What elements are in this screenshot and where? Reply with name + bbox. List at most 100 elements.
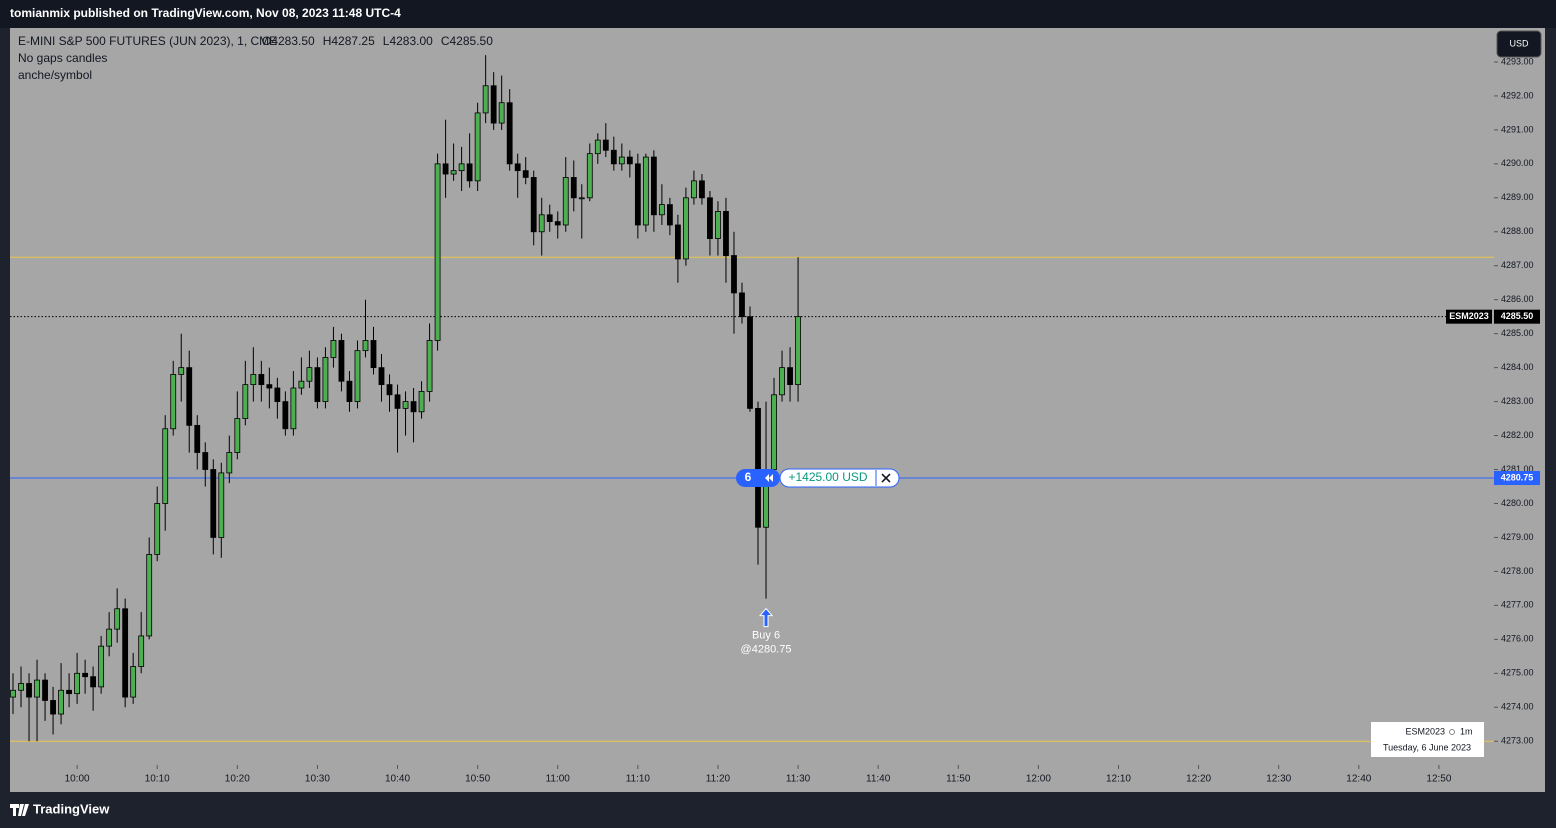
candle-body [178, 367, 185, 375]
price-label-bg [1494, 471, 1540, 486]
x-tick-label: 12:40 [1346, 774, 1371, 785]
candle-body [466, 163, 473, 182]
candle-body [34, 679, 40, 698]
candle-body [90, 676, 97, 688]
candle-body [618, 156, 625, 165]
candle-body [634, 163, 641, 226]
candle-body [290, 387, 297, 430]
candle-body [202, 452, 209, 470]
buy-price: @4280.75 [741, 643, 792, 655]
candle-body [234, 418, 241, 453]
candle-body [162, 428, 169, 504]
x-tick-label: 11:30 [786, 774, 811, 785]
candle-body [771, 394, 777, 470]
y-tick-label: 4285.00 [1501, 328, 1534, 338]
candle-body [362, 340, 369, 352]
candle-body [394, 394, 401, 409]
x-tick-label: 11:50 [946, 774, 971, 785]
x-tick-label: 11:20 [706, 774, 731, 785]
price-label-bg [1494, 309, 1540, 324]
position-qty-bg[interactable] [736, 469, 780, 488]
y-tick-label: 4287.00 [1501, 260, 1534, 270]
candle-body [330, 340, 337, 358]
y-tick-label: 4288.00 [1501, 226, 1534, 236]
close-icon[interactable] [881, 473, 891, 483]
candle-body [562, 177, 569, 226]
candle-body [26, 683, 32, 698]
x-tick-label: 12:20 [1186, 774, 1211, 785]
indicator: anche/symbol [18, 68, 92, 82]
chart-background [10, 28, 1545, 792]
candle-body [218, 472, 225, 538]
price-label: 4285.50 [1501, 311, 1534, 321]
x-tick-label: 10:50 [465, 774, 490, 785]
candle-body [258, 374, 265, 386]
price-label: 4280.75 [1501, 472, 1534, 482]
candle-body [570, 177, 577, 199]
top-bar [0, 0, 1556, 28]
x-tick-label: 10:40 [385, 774, 410, 785]
candle-body [450, 170, 457, 175]
y-tick-label: 4286.00 [1501, 294, 1534, 304]
candle-body [266, 384, 273, 389]
candle-body [106, 628, 113, 647]
candle-body [210, 469, 217, 538]
indicator: No gaps candles [18, 51, 107, 65]
candle-body [242, 384, 249, 419]
currency-label[interactable]: USD [1509, 38, 1529, 48]
candle-body [314, 367, 321, 402]
symbol-label-bg [1446, 309, 1492, 324]
candle-body [474, 112, 481, 182]
candle-body [346, 380, 353, 402]
candle-body [58, 689, 64, 715]
y-tick-label: 4277.00 [1501, 600, 1534, 610]
candle-body [186, 367, 193, 426]
y-tick-label: 4293.00 [1501, 56, 1534, 66]
x-tick-label: 12:00 [1026, 774, 1051, 785]
y-tick-label: 4278.00 [1501, 566, 1534, 576]
candle-body [683, 197, 689, 260]
candle-body [530, 177, 537, 233]
x-tick-label: 10:10 [145, 774, 170, 785]
candle-body [787, 367, 793, 386]
candle-body [699, 180, 705, 199]
symbol-label: ESM2023 [1449, 311, 1489, 321]
candle-body [98, 645, 105, 688]
position-pnl-bg [779, 468, 900, 488]
candle-body [755, 407, 761, 528]
symbol-box-interval: 1m [1460, 726, 1473, 736]
overlay: 4273.00 4274.00 4275.00 4276.00 4277.00 4278.… [65, 56, 1540, 785]
x-tick-label: 11:00 [546, 774, 571, 785]
candle-body [274, 387, 281, 402]
candle-body [122, 608, 129, 698]
candle-body [442, 163, 449, 175]
candle-body [642, 156, 649, 226]
candle-body [747, 316, 753, 409]
publish-info: tomianmix published on TradingView.com, … [10, 6, 401, 20]
candle-body [10, 689, 16, 698]
candle-body [226, 452, 233, 474]
y-tick-label: 4292.00 [1501, 90, 1534, 100]
ohlc-open: O4283.50 [262, 34, 315, 48]
candle-body [715, 211, 721, 239]
candle-body [779, 367, 785, 396]
buy-text: Buy 6 [752, 629, 780, 641]
candle-body [546, 214, 553, 222]
reverse-icon[interactable] [765, 474, 773, 483]
currency-button[interactable] [1496, 30, 1542, 58]
plot [10, 55, 1494, 742]
position-qty[interactable]: 6 [745, 470, 752, 484]
candle-body [498, 102, 505, 124]
symbol-box [1371, 722, 1484, 757]
y-tick-label: 4276.00 [1501, 634, 1534, 644]
candle-body [66, 689, 72, 695]
y-tick-label: 4279.00 [1501, 532, 1534, 542]
candle-body [731, 255, 737, 294]
candle-body [386, 384, 393, 396]
x-tick-label: 10:30 [305, 774, 330, 785]
candle-body [514, 163, 521, 172]
y-tick-label: 4274.00 [1501, 702, 1534, 712]
candle-body [410, 401, 417, 413]
symbol-box-date: Tuesday, 6 June 2023 [1383, 742, 1471, 752]
y-tick-label: 4290.00 [1501, 158, 1534, 168]
